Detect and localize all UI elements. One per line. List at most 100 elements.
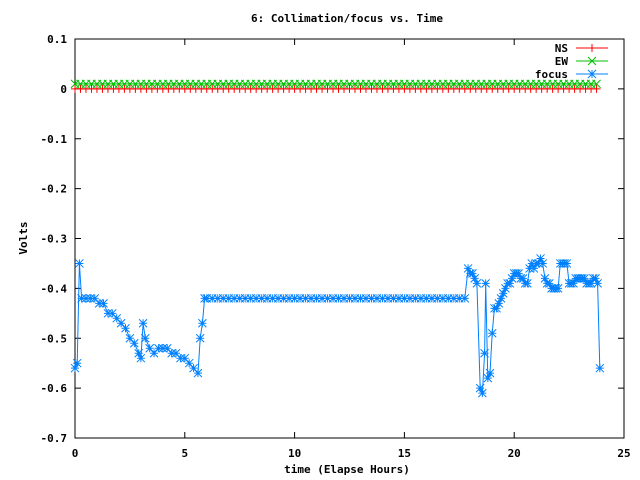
- data-point-focus: [149, 348, 159, 358]
- data-point-focus: [162, 343, 172, 353]
- data-point-focus: [158, 343, 168, 353]
- data-point-focus: [198, 318, 207, 328]
- y-tick-label: -0.3: [41, 233, 68, 246]
- data-point-focus: [251, 293, 261, 303]
- data-point-focus: [90, 293, 100, 303]
- data-point-focus: [339, 293, 349, 303]
- data-point-focus: [70, 363, 80, 373]
- data-point-focus: [72, 358, 82, 368]
- data-point-focus: [553, 284, 563, 293]
- data-point-focus: [494, 298, 504, 308]
- data-point-focus: [180, 353, 190, 363]
- data-point-focus: [591, 274, 600, 283]
- legend-marker-ns: [588, 44, 596, 52]
- data-point-focus: [595, 363, 605, 373]
- x-tick-label: 15: [398, 447, 411, 460]
- data-point-focus: [195, 333, 205, 343]
- data-point-focus: [268, 293, 277, 303]
- data-point-focus: [218, 293, 228, 303]
- data-point-focus: [262, 293, 272, 303]
- data-point-focus: [492, 303, 501, 313]
- data-point-focus: [460, 293, 470, 303]
- data-point-focus: [481, 279, 491, 288]
- y-tick-label: -0.5: [41, 332, 68, 345]
- data-point-focus: [454, 293, 464, 303]
- data-point-focus: [295, 293, 305, 303]
- y-tick-label: -0.2: [41, 183, 68, 196]
- data-point-focus: [432, 293, 442, 303]
- data-point-focus: [485, 368, 495, 378]
- data-point-focus: [378, 293, 387, 303]
- series-layer: [70, 79, 605, 398]
- x-axis-label: time (Elapse Hours): [284, 463, 410, 476]
- legend-label-ew: EW: [555, 55, 569, 68]
- data-point-focus: [501, 284, 510, 293]
- data-point-focus: [306, 293, 316, 303]
- data-point-focus: [470, 274, 480, 283]
- data-point-focus: [498, 289, 508, 298]
- data-point-focus: [580, 274, 589, 283]
- data-point-focus: [411, 293, 420, 303]
- data-point-focus: [235, 293, 245, 303]
- series-ns: [71, 84, 601, 93]
- data-point-focus: [284, 293, 294, 303]
- data-point-focus: [356, 293, 365, 303]
- data-point-focus: [361, 293, 371, 303]
- data-point-focus: [468, 269, 477, 278]
- data-point-focus: [416, 293, 426, 303]
- data-point-focus: [112, 313, 122, 323]
- data-point-focus: [569, 279, 578, 288]
- data-point-focus: [323, 293, 332, 303]
- series-focus: [70, 254, 605, 398]
- data-point-focus: [478, 388, 487, 398]
- series-ew: [70, 79, 601, 89]
- data-point-focus: [240, 293, 250, 303]
- data-point-focus: [472, 279, 482, 288]
- data-point-focus: [207, 293, 217, 303]
- data-point-focus: [438, 293, 448, 303]
- data-point-focus: [312, 293, 321, 303]
- data-point-focus: [383, 293, 393, 303]
- y-tick-label: -0.1: [41, 133, 68, 146]
- chart-title: 6: Collimation/focus vs. Time: [251, 12, 443, 25]
- x-tick-label: 0: [72, 447, 79, 460]
- axes: 0 5 10 15 20 25 0.1 0 -0.1 -0.2 -0.3 -0.4 -0.5 -0.6 -0…: [41, 33, 631, 460]
- data-point-focus: [246, 293, 256, 303]
- data-point-focus: [422, 293, 431, 303]
- data-point-focus: [224, 293, 234, 303]
- data-point-focus: [562, 259, 572, 268]
- data-point-focus: [94, 298, 104, 308]
- data-point-focus: [544, 279, 554, 288]
- data-point-focus: [487, 328, 497, 338]
- data-point-focus: [77, 293, 86, 303]
- data-point-focus: [427, 293, 437, 303]
- data-point-focus: [527, 259, 537, 268]
- data-point-focus: [350, 293, 360, 303]
- data-point-focus: [136, 353, 146, 363]
- data-point-focus: [475, 383, 485, 393]
- data-point-focus: [334, 293, 343, 303]
- data-point-focus: [540, 274, 550, 283]
- data-point-focus: [75, 259, 84, 268]
- data-point-focus: [507, 274, 517, 283]
- data-point-focus: [301, 293, 310, 303]
- data-point-focus: [213, 293, 223, 303]
- data-point-focus: [273, 293, 283, 303]
- x-tick-label: 20: [508, 447, 521, 460]
- data-point-focus: [171, 348, 181, 358]
- data-point-focus: [483, 373, 493, 383]
- data-point-focus: [279, 293, 288, 303]
- data-point-focus: [586, 279, 596, 288]
- data-point-focus: [184, 358, 194, 368]
- data-point-focus: [463, 264, 473, 273]
- data-point-focus: [189, 363, 198, 373]
- data-point-focus: [257, 293, 267, 303]
- data-point-focus: [103, 308, 113, 318]
- data-point-focus: [86, 293, 95, 303]
- data-point-focus: [514, 269, 523, 278]
- x-tick-label: 25: [617, 447, 630, 460]
- data-point-focus: [193, 368, 203, 378]
- data-point-focus: [534, 259, 543, 268]
